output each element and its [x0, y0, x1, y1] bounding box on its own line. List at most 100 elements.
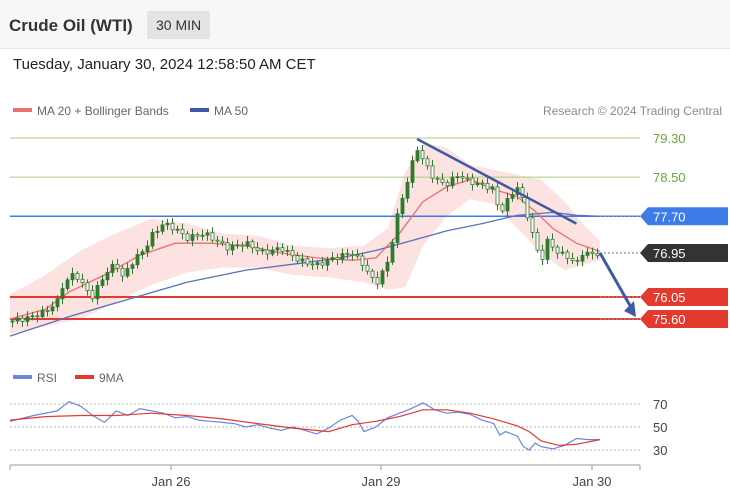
- candle-body: [125, 267, 130, 277]
- main-legend: MA 20 + Bollinger Bands MA 50 Research ©…: [13, 104, 722, 118]
- ma50-legend-label: MA 50: [214, 104, 248, 118]
- candle-body: [530, 217, 535, 233]
- candle-body: [285, 250, 290, 252]
- candle-body: [470, 177, 475, 186]
- candle-body: [205, 232, 210, 236]
- candle-body: [465, 177, 470, 180]
- candle-body: [230, 244, 235, 251]
- price-plot-area: 79.30 78.50 77.70 76.05 75.60 76.95: [9, 131, 728, 337]
- candle-body: [370, 270, 375, 278]
- candle-body: [75, 273, 80, 280]
- rsi-legend-swatch: [13, 375, 32, 379]
- candle-body: [10, 320, 15, 323]
- candle-body: [355, 254, 360, 257]
- candle-body: [485, 182, 490, 190]
- candle-body: [80, 278, 85, 284]
- candle-body: [160, 224, 165, 232]
- ma20-legend-label: MA 20 + Bollinger Bands: [37, 104, 169, 118]
- rsi-plot-area: 70 50 30: [9, 397, 667, 458]
- candle-body: [295, 255, 300, 262]
- candle-body: [535, 232, 540, 251]
- candle-body: [215, 239, 220, 242]
- candle-body: [120, 267, 125, 277]
- level-tag-77.70: [640, 207, 728, 226]
- candle-body: [220, 240, 225, 244]
- candle-body: [255, 247, 260, 251]
- candle-body: [265, 249, 270, 255]
- candle-body: [130, 264, 135, 269]
- ma9-legend-swatch: [75, 375, 94, 379]
- candle-body: [475, 182, 480, 186]
- candle-body: [200, 234, 205, 237]
- forecast-arrow-head: [624, 301, 636, 317]
- candle-body: [505, 198, 510, 212]
- forecast-arrow-shaft: [598, 252, 634, 310]
- ma20-legend-swatch: [13, 108, 32, 112]
- ma50-line: [9, 211, 601, 337]
- candle-body: [495, 186, 500, 206]
- candle-body: [30, 315, 35, 318]
- candle-body: [65, 279, 70, 289]
- candle-body: [395, 213, 400, 244]
- rsi-level-label-30: 30: [653, 443, 667, 458]
- candle-body: [15, 317, 20, 322]
- candle-body: [425, 158, 430, 167]
- candle-body: [330, 257, 335, 261]
- candle-body: [210, 232, 215, 241]
- candle-body: [55, 298, 60, 308]
- candle-body: [155, 230, 160, 233]
- candle-body: [40, 309, 45, 318]
- candle-body: [245, 241, 250, 247]
- candle-body: [85, 282, 90, 291]
- candle-body: [400, 197, 405, 215]
- x-tick-label: Jan 29: [361, 474, 400, 489]
- candle-body: [235, 244, 240, 247]
- candle-body: [440, 178, 445, 183]
- candle-body: [45, 309, 50, 312]
- candle-body: [305, 258, 310, 265]
- candle-body: [445, 182, 450, 187]
- candle-body: [510, 194, 515, 199]
- candle-body: [50, 306, 55, 312]
- candle-body: [240, 244, 245, 247]
- candle-body: [290, 250, 295, 257]
- candle-body: [385, 261, 390, 272]
- level-label-79.30: 79.30: [653, 131, 686, 146]
- x-tick-label: Jan 30: [572, 474, 611, 489]
- candle-body: [415, 150, 420, 162]
- bollinger-band: [10, 142, 600, 334]
- candle-body: [450, 176, 455, 187]
- candle-body: [460, 176, 465, 179]
- candle-body: [350, 254, 355, 257]
- chart-header: Crude Oil (WTI) 30 MIN: [0, 0, 730, 49]
- ma50-legend-swatch: [190, 108, 209, 112]
- candle-body: [570, 258, 575, 261]
- candle-body: [270, 249, 275, 255]
- level-tag-75.60: [640, 310, 728, 328]
- candle-body: [145, 245, 150, 253]
- ma9-legend-label: 9MA: [99, 371, 124, 385]
- candle-body: [455, 176, 460, 179]
- timestamp: Tuesday, January 30, 2024 12:58:50 AM CE…: [13, 56, 316, 73]
- candle-body: [35, 315, 40, 318]
- candle-body: [310, 263, 315, 266]
- candle-body: [410, 160, 415, 183]
- interval-selector[interactable]: 30 MIN: [147, 11, 211, 39]
- candle-body: [115, 263, 120, 269]
- candle-body: [345, 253, 350, 256]
- candle-body: [550, 238, 555, 248]
- rsi-legend-label: RSI: [37, 371, 57, 385]
- candle-body: [280, 247, 285, 252]
- candle-body: [520, 187, 525, 198]
- candle-body: [595, 253, 600, 257]
- rsi-level-label-50: 50: [653, 420, 667, 435]
- x-tick-label: Jan 26: [151, 474, 190, 489]
- candle-body: [225, 242, 230, 251]
- candle-body: [135, 254, 140, 266]
- candle-body: [60, 288, 65, 300]
- candle-body: [170, 222, 175, 231]
- candle-body: [90, 290, 95, 300]
- candle-body: [540, 249, 545, 260]
- candle-body: [565, 251, 570, 259]
- level-label-75.60: 75.60: [653, 312, 686, 327]
